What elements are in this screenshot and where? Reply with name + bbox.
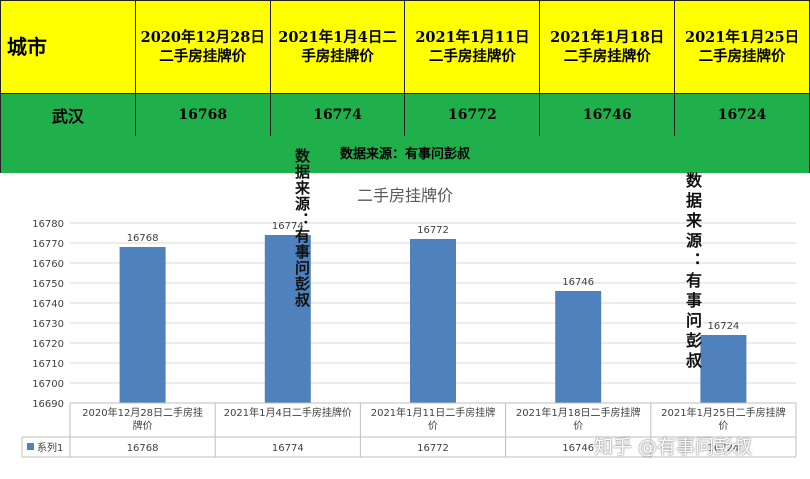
value-cell: 16746 [539,93,676,137]
y-tick-label: 16720 [32,339,64,350]
y-tick-label: 16700 [32,379,64,390]
price-table: 城市 2020年12月28日二手房挂牌价 2021年1月4日二手房挂牌价 202… [0,0,810,137]
column-header: 2021年1月4日二手房挂牌价 [269,0,406,94]
y-tick-label: 16740 [32,299,64,310]
value-cell: 16768 [134,93,271,137]
table-value: 16774 [272,443,304,454]
x-tick-label: 2021年1月18日二手房挂牌 [516,406,641,419]
y-tick-label: 16690 [32,399,64,410]
value-cell: 16724 [674,93,810,137]
data-label: 16768 [127,233,159,244]
table-value: 16772 [417,443,449,454]
table-value: 16724 [707,443,739,454]
x-tick-label: 价 [573,420,583,432]
table-value: 16768 [127,443,159,454]
vertical-source-note: 数据来源：有事问彭叔 [683,172,702,372]
column-header: 2021年1月25日二手房挂牌价 [674,0,810,94]
x-tick-label: 2021年1月4日二手房挂牌价 [224,406,352,419]
bar [119,247,166,403]
x-tick-label: 2021年1月25日二手房挂牌 [661,406,786,419]
x-tick-label: 2020年12月28日二手房挂 [82,406,203,419]
bar [410,239,456,403]
table-value: 16746 [562,443,594,454]
legend-key [27,443,34,450]
bar [555,291,602,403]
column-header: 2021年1月11日二手房挂牌价 [404,0,541,94]
bar [264,235,311,403]
x-tick-label: 价 [718,420,728,432]
y-tick-label: 16760 [32,259,64,270]
y-tick-label: 16780 [32,219,64,230]
data-label: 16774 [272,221,304,232]
x-tick-label: 价 [428,420,438,432]
x-tick-label: 2021年1月11日二手房挂牌 [371,406,496,419]
data-label: 16772 [417,225,449,236]
vertical-source-note: 数据来源：有事问彭叔 [293,148,311,308]
watermark: 知乎 @有事问彭叔 [594,436,753,458]
y-tick-label: 16730 [32,319,64,330]
bar-chart: 二手房挂牌价 16690 16700 16710 16720 16730 16740 1675… [21,186,797,458]
chart-title: 二手房挂牌价 [357,186,453,205]
y-tick-label: 16770 [32,239,64,250]
table-row: 武汉 16768 16774 16772 16746 16724 [0,93,810,137]
chart-area: 二手房挂牌价 16690 16700 16710 16720 16730 16740 1675… [0,173,810,479]
y-tick-label: 16750 [32,279,64,290]
data-label: 16746 [562,277,594,288]
column-header: 2021年1月18日二手房挂牌价 [539,0,676,94]
table-header-row: 城市 2020年12月28日二手房挂牌价 2021年1月4日二手房挂牌价 202… [0,0,810,94]
city-cell: 武汉 [0,93,136,137]
city-header: 城市 [0,0,136,94]
legend-label: 系列1 [37,441,63,454]
column-header: 2020年12月28日二手房挂牌价 [134,0,271,94]
value-cell: 16772 [404,93,541,137]
y-tick-label: 16710 [32,359,64,370]
value-cell: 16774 [269,93,406,137]
bar [700,335,747,403]
x-tick-label: 牌价 [133,419,153,432]
source-note: 数据来源：有事问彭叔 [0,136,810,173]
data-label: 16724 [707,321,739,332]
